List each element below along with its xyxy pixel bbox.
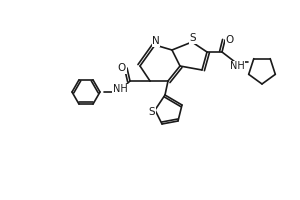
Text: S: S [149, 107, 155, 117]
Text: NH: NH [112, 84, 128, 94]
Text: O: O [118, 63, 126, 73]
Text: NH: NH [230, 61, 244, 71]
Text: N: N [152, 36, 160, 46]
Text: S: S [190, 33, 196, 43]
Text: O: O [226, 35, 234, 45]
